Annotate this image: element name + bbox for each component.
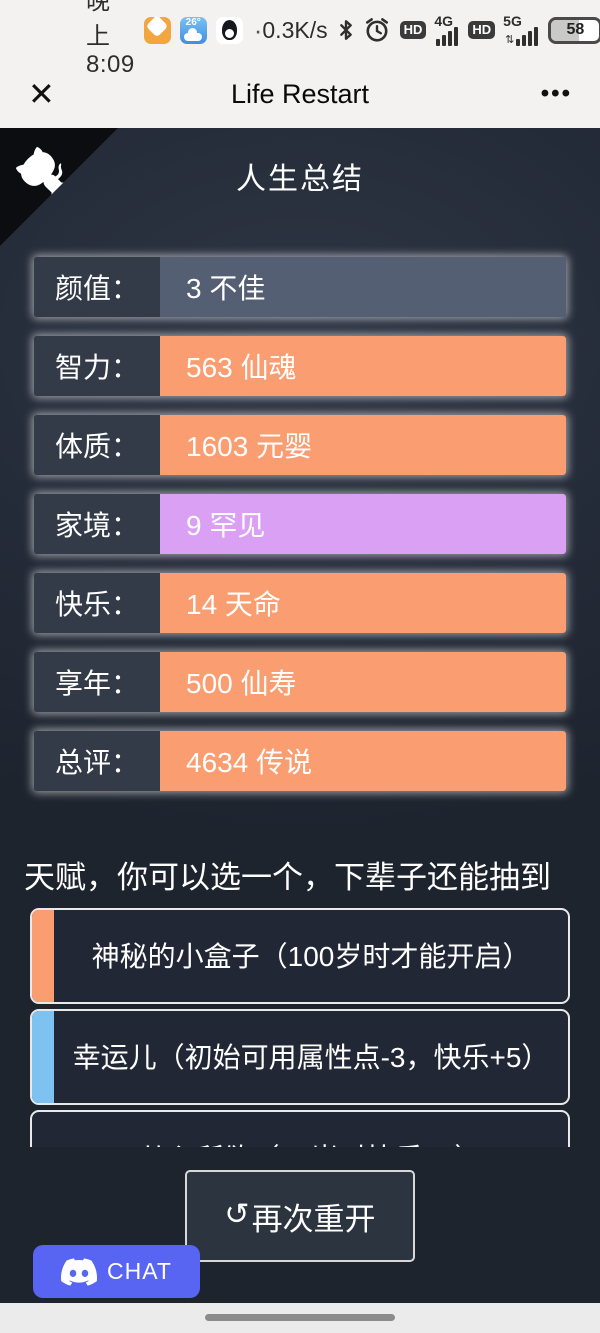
status-bar-left: 晚上8:09 26° · (86, 0, 262, 79)
stat-value: 3 不佳 (160, 257, 566, 317)
stats-list: 颜值： 3 不佳 智力： 563 仙魂 体质： 1603 元婴 家境： 9 罕见… (0, 257, 600, 791)
weather-app-icon: 26° (179, 16, 207, 44)
notification-dot: · (253, 14, 263, 45)
game-content: 人生总结 颜值： 3 不佳 智力： 563 仙魂 体质： 1603 元婴 家境：… (0, 128, 600, 1303)
talent-text: 神秘的小盒子（100岁时才能开启） (91, 940, 531, 972)
stat-row-constitution: 体质： 1603 元婴 (34, 415, 566, 475)
talent-option-lucky-one[interactable]: 幸运儿（初始可用属性点-3，快乐+5） (30, 1009, 570, 1105)
github-octocat-icon (0, 128, 118, 246)
stat-label: 享年： (34, 652, 160, 712)
talent-section-header: 天赋，你可以选一个，下辈子还能抽到 (24, 860, 551, 895)
stat-row-intelligence: 智力： 563 仙魂 (34, 336, 566, 396)
talent-color-bar (32, 1011, 54, 1103)
signal-bars-icon (436, 26, 459, 46)
stat-row-lifespan: 享年： 500 仙寿 (34, 652, 566, 712)
bluetooth-icon (339, 20, 352, 40)
signal-bars-icon (516, 26, 539, 46)
github-corner-ribbon[interactable] (0, 128, 118, 246)
page-title: 人生总结 (236, 163, 364, 196)
stat-row-happiness: 快乐： 14 天命 (34, 573, 566, 633)
stat-label: 家境： (34, 494, 160, 554)
talent-color-bar (32, 910, 54, 1002)
stat-row-charm: 颜值： 3 不佳 (34, 257, 566, 317)
stat-label: 快乐： (34, 573, 160, 633)
stat-value: 9 罕见 (160, 494, 566, 554)
stat-row-overall: 总评： 4634 传说 (34, 731, 566, 791)
weather-temp: 26° (185, 16, 201, 28)
clock-time: 晚上8:09 (86, 0, 135, 78)
stat-label: 体质： (34, 415, 160, 475)
cloud-icon (183, 27, 202, 41)
hd-volte-badge-2: HD (468, 21, 496, 39)
gesture-bar (0, 1303, 600, 1333)
hd-volte-badge-1: HD (399, 21, 427, 39)
close-icon[interactable]: ✕ (28, 76, 55, 112)
signal-4g: 4G (434, 12, 459, 46)
stat-value: 14 天命 (160, 573, 566, 633)
screenshot-app-icon (143, 16, 171, 44)
restart-button-row: ↺ 再次重开 (0, 1170, 600, 1262)
data-updown-icon: ⇅ (505, 33, 515, 46)
talent-option-mystery-box[interactable]: 神秘的小盒子（100岁时才能开启） (30, 908, 570, 1004)
network-type-4g: 4G (434, 12, 454, 29)
stat-value: 1603 元婴 (160, 415, 566, 475)
chat-button-label: CHAT (107, 1258, 172, 1284)
talent-text: 从心所欲（70岁时快乐+3） (54, 1112, 568, 1148)
qq-app-icon (215, 16, 243, 44)
discord-chat-button[interactable]: CHAT (33, 1245, 200, 1298)
status-bar-right: 0.3K/s HD 4G HD 5G ⇅ 58 (262, 12, 600, 46)
battery-icon: 58 (548, 16, 600, 44)
discord-logo-icon (61, 1257, 98, 1286)
stat-label: 智力： (34, 336, 160, 396)
battery-fill (551, 19, 580, 41)
talent-list[interactable]: 神秘的小盒子（100岁时才能开启） 幸运儿（初始可用属性点-3，快乐+5） 从心… (30, 908, 570, 1147)
alarm-clock-icon (365, 18, 388, 42)
restart-button[interactable]: ↺ 再次重开 (185, 1170, 415, 1262)
talent-color-bar (32, 1112, 54, 1147)
home-indicator[interactable] (205, 1314, 395, 1321)
nav-bar: ✕ Life Restart ••• (0, 60, 600, 128)
stat-row-family: 家境： 9 罕见 (34, 494, 566, 554)
stat-value: 4634 传说 (160, 731, 566, 791)
penguin-icon (221, 19, 237, 40)
stat-value: 563 仙魂 (160, 336, 566, 396)
stat-label: 总评： (34, 731, 160, 791)
stat-label: 颜值： (34, 257, 160, 317)
restart-icon: ↺ (224, 1198, 250, 1231)
network-type-5g: 5G (503, 12, 522, 29)
stat-value: 500 仙寿 (160, 652, 566, 712)
status-bar: 晚上8:09 26° · 0.3K/s HD 4G HD 5G (0, 0, 600, 78)
page-window-title: Life Restart (230, 78, 370, 109)
talent-option-follow-heart[interactable]: 从心所欲（70岁时快乐+3） (30, 1110, 570, 1147)
network-speed: 0.3K/s (262, 16, 328, 43)
battery-percent: 58 (566, 21, 585, 38)
signal-5g: 5G ⇅ (503, 12, 539, 46)
restart-button-label: 再次重开 (251, 1201, 376, 1237)
more-menu-icon[interactable]: ••• (540, 80, 572, 107)
talent-text: 幸运儿（初始可用属性点-3，快乐+5） (72, 1041, 550, 1073)
